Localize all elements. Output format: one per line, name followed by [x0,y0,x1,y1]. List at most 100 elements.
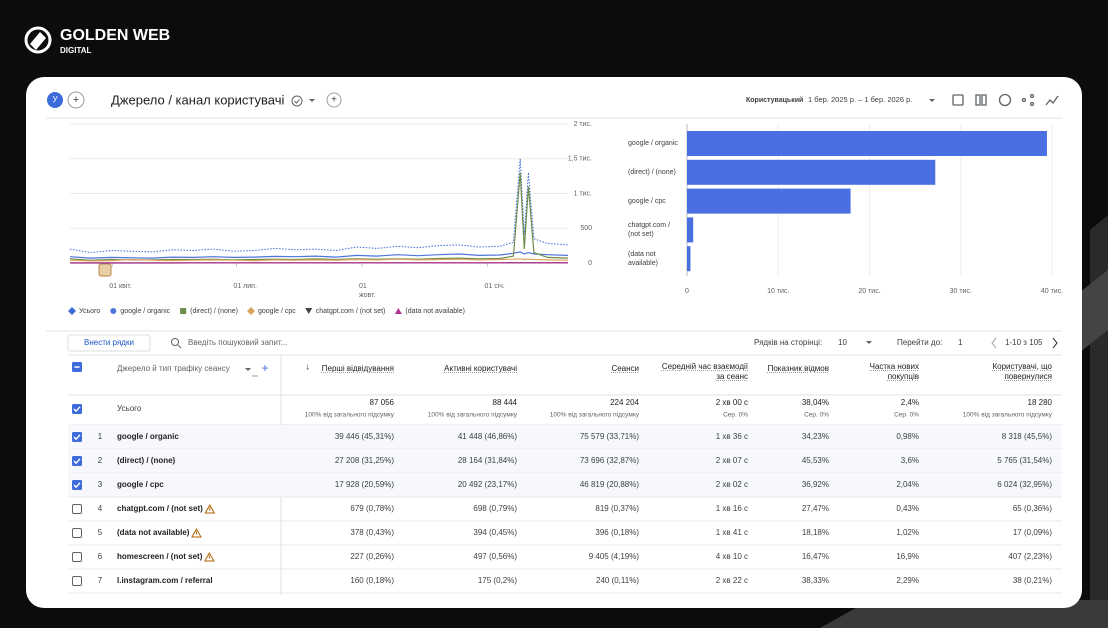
y-tick-label: 1 тис. [574,190,592,197]
column-header: Середній час взаємодії за сеанс [661,362,748,381]
totals-note: 100% від загального підсумку [428,411,518,419]
brand-sub: DIGITAL [60,46,92,55]
category-label: (data not available) [628,250,658,267]
row-rank: 4 [98,504,103,513]
column-header: Активні користувачі [444,364,517,373]
x-tick-label: 0 [685,288,689,295]
cell: 5 765 (31,54%) [997,456,1052,465]
totals-value: 224 204 [610,398,639,407]
cell: 407 (2,23%) [1008,552,1052,561]
column-header: Користувачі, що повернулися [992,362,1052,381]
status-icon [291,95,303,107]
x-tick-label: 01 квіт. [109,283,132,290]
rows-per-page-label: Рядків на сторінці: [754,338,822,347]
row-checkbox[interactable] [72,504,82,514]
goto-input[interactable]: 1 [958,338,963,347]
cell: 1 хв 41 с [716,528,748,537]
column-header: Сеанси [611,364,639,373]
toolbar-icons[interactable] [952,93,1059,107]
legend-label: chatgpt.com / (not set) [316,308,386,315]
x-tick-label: 01 січ. [484,283,505,290]
legend-label: google / cpc [258,308,296,315]
next-page[interactable] [1052,337,1058,349]
cell: 227 (0,26%) [350,552,394,561]
dimension-picker[interactable] [110,361,259,377]
y-tick-label: 500 [580,225,592,232]
totals-value: 18 280 [1028,398,1053,407]
rows-dropdown[interactable] [866,341,872,344]
dropdown-icon[interactable] [309,99,315,102]
legend-marker [247,307,255,315]
cell: 75 579 (33,71%) [580,432,639,441]
series-line [69,258,569,262]
totals-note: 100% від загального підсумку [550,411,640,419]
cell: 240 (0,11%) [596,576,639,585]
legend-marker [394,308,402,314]
add-button[interactable] [67,91,85,109]
row-name: google / cpc [117,480,164,489]
cell: 17 928 (20,59%) [335,480,394,489]
row-name: (direct) / (none) [117,456,176,465]
cell: 8 318 (45,5%) [1002,432,1053,441]
x-tick-label: 30 тис. [950,288,972,295]
legend-label: (direct) / (none) [190,308,238,315]
prev-page[interactable] [991,337,997,349]
row-checkbox[interactable] [72,432,82,442]
y-tick-label: 1,5 тис. [568,156,592,163]
bar [687,188,851,214]
cell: 2,29% [896,576,919,585]
brand-name: GOLDEN WEB [60,27,170,44]
dimension-name[interactable]: Джерело й тип трафіку сеансу [117,364,230,373]
legend-label: Усього [79,308,100,315]
totals-note: 100% від загального підсумку [305,411,395,419]
row-checkbox[interactable] [72,528,82,538]
category-label: chatgpt.com / (not set) [628,221,671,238]
add-dimension[interactable]: + [261,361,268,375]
date-range[interactable]: 1 бер. 2025 р. – 1 бер. 2026 р. [808,95,912,104]
cell: 396 (0,18%) [595,528,639,537]
totals-value: 2,4% [901,398,919,407]
x-tick-label: 10 тис. [767,288,789,295]
bar [687,217,694,243]
row-checkbox[interactable] [72,552,82,562]
cell: 819 (0,37%) [595,504,639,513]
row-checkbox[interactable] [72,576,82,586]
totals-note: Сер. 0% [723,412,748,419]
category-label: (direct) / (none) [628,168,676,176]
cell: 1 хв 36 с [716,432,748,441]
add-comparison[interactable] [326,92,342,108]
row-checkbox[interactable] [72,456,82,466]
rows-per-page[interactable]: 10 [838,338,847,347]
dimension-dropdown[interactable] [245,368,251,371]
search-input[interactable]: Введіть пошуковий запит... [188,338,287,347]
date-label: Користувацький [746,96,803,104]
category-label: google / organic [628,140,678,147]
row-name: chatgpt.com / (not set) [117,504,203,513]
totals-note: Сер. 0% [804,412,829,419]
cell: 698 (0,79%) [473,504,517,513]
row-rank: 1 [98,432,103,441]
row-checkbox[interactable] [72,480,82,490]
annotation-marker[interactable] [98,263,112,277]
warning-icon [204,551,215,562]
select-totals[interactable] [72,404,82,414]
series-line [69,172,569,261]
logo [24,26,52,54]
bar [687,131,1047,156]
goto-label: Перейти до: [897,338,942,347]
cell: 2 хв 07 с [716,456,748,465]
add-rows-button[interactable] [67,334,151,352]
row-highlight [68,449,1062,473]
cell: 73 696 (32,87%) [580,456,639,465]
column-header: Перші відвідування [321,364,394,373]
cell: 378 (0,43%) [350,528,394,537]
date-dropdown[interactable] [929,99,935,102]
avatar-letter: У [52,95,58,104]
row-highlight [68,425,1062,449]
column-header: Показник відмов [767,364,829,373]
avatar[interactable] [47,92,63,108]
totals-value: 2 хв 00 с [716,398,748,407]
warning-icon [191,527,202,538]
